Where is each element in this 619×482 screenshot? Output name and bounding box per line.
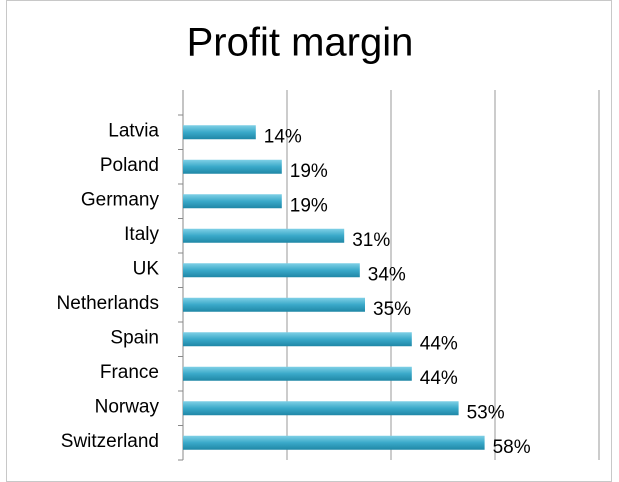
bar	[183, 366, 412, 381]
data-label: 58%	[493, 437, 531, 458]
bar	[183, 435, 485, 450]
y-tick-label: Poland	[100, 155, 159, 176]
data-label: 34%	[368, 264, 406, 285]
data-label: 35%	[373, 299, 411, 320]
bar	[183, 332, 412, 347]
y-tick-label: Norway	[95, 396, 160, 417]
y-tick-label: Germany	[81, 189, 160, 210]
y-tick-label: Spain	[110, 327, 159, 348]
y-tick-label: Switzerland	[61, 431, 159, 452]
y-tick-label: France	[100, 362, 159, 383]
y-tick-label: Italy	[124, 224, 159, 245]
data-label: 19%	[290, 161, 328, 182]
bar	[183, 228, 345, 243]
bar	[183, 297, 365, 312]
bar	[183, 194, 282, 209]
data-label: 14%	[264, 126, 302, 147]
data-label: 31%	[352, 230, 390, 251]
y-tick-label: UK	[133, 258, 160, 279]
y-tick-label: Latvia	[108, 120, 159, 141]
data-label: 53%	[467, 402, 505, 423]
bar	[183, 263, 360, 278]
data-label: 44%	[420, 333, 458, 354]
data-label: 44%	[420, 368, 458, 389]
bar	[183, 159, 282, 174]
chart-title: Profit margin	[187, 21, 414, 65]
data-label: 19%	[290, 195, 328, 216]
bar	[183, 401, 459, 416]
bar	[183, 125, 256, 140]
y-tick-label: Netherlands	[57, 293, 159, 314]
